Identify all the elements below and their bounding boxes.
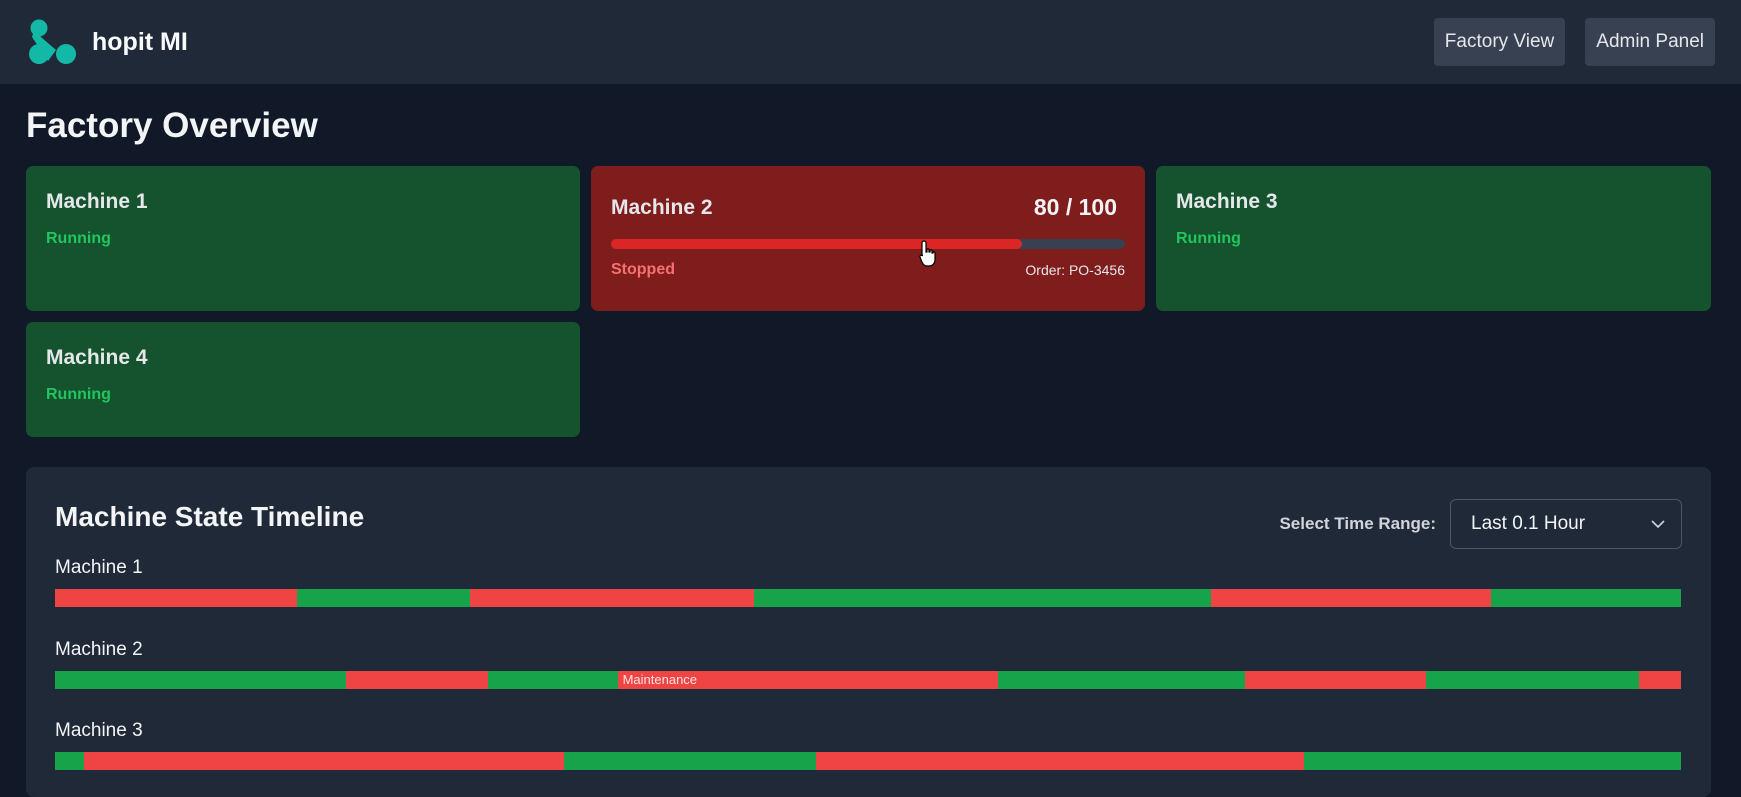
machine-card-2[interactable]: Machine 2 80 / 100 Stopped Order: PO-345… [591, 166, 1145, 311]
timeline-segment-running[interactable] [1303, 752, 1681, 770]
chevron-down-icon [1651, 519, 1665, 528]
time-range-label: Select Time Range: [1279, 514, 1436, 533]
timeline-segment-running[interactable] [998, 671, 1246, 689]
timeline-machine-name: Machine 1 [55, 557, 143, 578]
timeline-segment-stopped[interactable]: Maintenance [617, 671, 999, 689]
machine-card-4[interactable]: Machine 4 Running [26, 322, 580, 437]
hopit-logo-icon [29, 19, 76, 64]
timeline-bar [55, 752, 1681, 770]
timeline-segment-running[interactable] [754, 589, 1212, 607]
timeline-title: Machine State Timeline [55, 501, 365, 532]
timeline-segment-stopped[interactable] [1211, 589, 1491, 607]
timeline-row-machine-1: Machine 1 [55, 557, 1681, 607]
production-count: 80 / 100 [1033, 194, 1117, 220]
machine-state-timeline-panel: Machine State Timeline Select Time Range… [26, 467, 1711, 797]
machine-status: Running [46, 386, 111, 403]
timeline-segment-running[interactable] [487, 671, 618, 689]
timeline-segment-running[interactable] [55, 671, 347, 689]
timeline-segment-stopped[interactable] [346, 671, 488, 689]
timeline-segment-running[interactable] [297, 589, 470, 607]
timeline-segment-running[interactable] [1490, 589, 1681, 607]
machine-card-1[interactable]: Machine 1 Running [26, 166, 580, 311]
timeline-segment-stopped[interactable] [1245, 671, 1426, 689]
machine-card-3[interactable]: Machine 3 Running [1156, 166, 1711, 311]
machine-name: Machine 3 [1176, 190, 1278, 213]
timeline-segment-stopped[interactable] [815, 752, 1304, 770]
timeline-segment-label: Maintenance [622, 672, 698, 687]
timeline-segment-stopped[interactable] [1638, 671, 1681, 689]
timeline-bar: Maintenance [55, 671, 1681, 689]
machine-card-header: Machine 2 80 / 100 [611, 194, 1125, 221]
brand-name: hopit MI [92, 27, 188, 56]
machine-name: Machine 2 [611, 195, 713, 219]
production-progress-bar [611, 239, 1125, 249]
time-range-value: Last 0.1 Hour [1471, 513, 1586, 534]
factory-view-button[interactable]: Factory View [1433, 18, 1566, 66]
timeline-machine-name: Machine 2 [55, 639, 143, 660]
top-nav: Factory View Admin Panel [1433, 18, 1715, 66]
timeline-row-machine-3: Machine 3 [55, 720, 1681, 770]
page-title: Factory Overview [26, 106, 318, 145]
timeline-segment-stopped[interactable] [469, 589, 755, 607]
timeline-row-machine-2: Machine 2 Maintenance [55, 639, 1681, 689]
machine-name: Machine 1 [46, 190, 148, 213]
timeline-segment-stopped[interactable] [84, 752, 564, 770]
brand[interactable]: hopit MI [28, 17, 188, 67]
order-number: Order: PO-3456 [1025, 262, 1125, 278]
machine-name: Machine 4 [46, 346, 148, 369]
timeline-segment-running[interactable] [1425, 671, 1639, 689]
time-range-select[interactable]: Last 0.1 Hour [1450, 499, 1682, 549]
machine-status: Stopped [611, 261, 675, 278]
production-progress-fill [611, 239, 1023, 249]
machine-status: Running [46, 230, 111, 247]
time-range-control: Select Time Range: Last 0.1 Hour [1279, 499, 1682, 549]
top-navbar: hopit MI Factory View Admin Panel [0, 0, 1741, 84]
machine-status: Running [1176, 230, 1241, 247]
admin-panel-button[interactable]: Admin Panel [1585, 18, 1715, 66]
machine-card-footer: Stopped Order: PO-3456 [611, 261, 1125, 279]
timeline-segment-running[interactable] [563, 752, 816, 770]
timeline-machine-name: Machine 3 [55, 720, 143, 741]
hand-cursor-icon [919, 240, 936, 267]
timeline-bar [55, 589, 1681, 607]
timeline-segment-stopped[interactable] [55, 589, 298, 607]
timeline-segment-running[interactable] [55, 752, 85, 770]
